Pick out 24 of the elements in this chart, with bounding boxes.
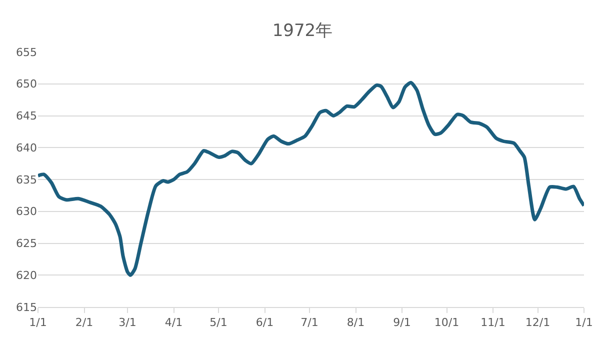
chart-title: 1972年: [272, 20, 333, 41]
x-tick-label: 1/1: [575, 316, 593, 330]
x-tick-label: 3/1: [118, 316, 136, 330]
y-tick-label: 645: [16, 110, 37, 123]
x-tick-label: 6/1: [256, 316, 274, 330]
x-tick-label: 9/1: [393, 316, 411, 330]
x-tick-label: 10/1: [434, 316, 460, 330]
x-tick-label: 5/1: [210, 316, 228, 330]
x-tick-label: 4/1: [164, 316, 183, 330]
y-tick-label: 655: [16, 46, 37, 59]
x-tick-label: 8/1: [346, 316, 365, 330]
y-tick-label: 620: [16, 268, 37, 282]
x-tick-label: 2/1: [75, 316, 94, 330]
y-tick-label: 640: [16, 141, 37, 154]
line-series: [38, 80, 584, 277]
y-tick-label: 625: [16, 237, 37, 250]
y-tick-label: 615: [16, 300, 37, 314]
y-tick-label: 635: [16, 173, 37, 186]
x-tick-label: 12/1: [525, 316, 550, 330]
y-tick-label: 630: [16, 205, 37, 218]
x-tick-label: 7/1: [300, 316, 318, 330]
x-tick-label: 11/1: [480, 316, 506, 330]
y-tick-label: 650: [16, 78, 37, 91]
x-tick-label: 1/1: [29, 316, 47, 330]
